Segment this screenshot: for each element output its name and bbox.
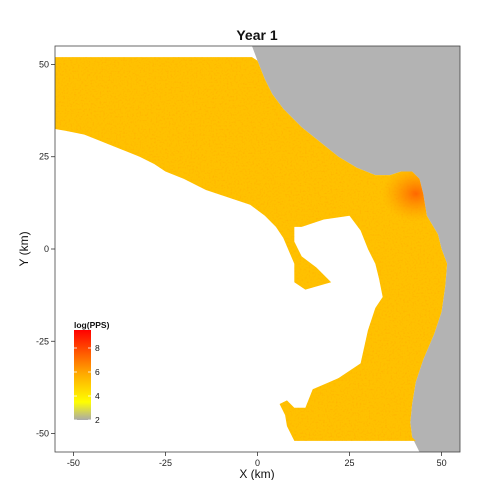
legend-colorbar — [74, 330, 91, 420]
map-layer — [55, 46, 460, 452]
x-tick-label: -50 — [67, 458, 80, 468]
x-tick-label: 25 — [345, 458, 355, 468]
x-tick-label: -25 — [159, 458, 172, 468]
y-tick-label: 25 — [39, 152, 49, 162]
chart-title: Year 1 — [236, 27, 277, 43]
x-axis-title: X (km) — [239, 467, 274, 480]
y-tick-label: -25 — [36, 336, 49, 346]
legend-labels: 8 6 4 2 — [74, 343, 100, 425]
land-area — [251, 46, 460, 452]
legend: log(PPS) 8 6 4 2 — [74, 320, 110, 425]
legend-title: log(PPS) — [74, 320, 110, 330]
x-tick-label: 50 — [437, 458, 447, 468]
legend-label: 2 — [95, 415, 100, 425]
sea-data-region — [55, 57, 448, 441]
y-tick-label: 0 — [44, 244, 49, 254]
y-tick-label: 50 — [39, 59, 49, 69]
axis-ticks: -50 -25 0 25 50 50 25 0 -25 -50 — [36, 59, 447, 468]
legend-label: 6 — [95, 367, 100, 377]
y-axis-title: Y (km) — [17, 231, 31, 266]
x-tick-label: 0 — [255, 458, 260, 468]
legend-label: 4 — [95, 391, 100, 401]
y-tick-label: -50 — [36, 429, 49, 439]
legend-label: 8 — [95, 343, 100, 353]
